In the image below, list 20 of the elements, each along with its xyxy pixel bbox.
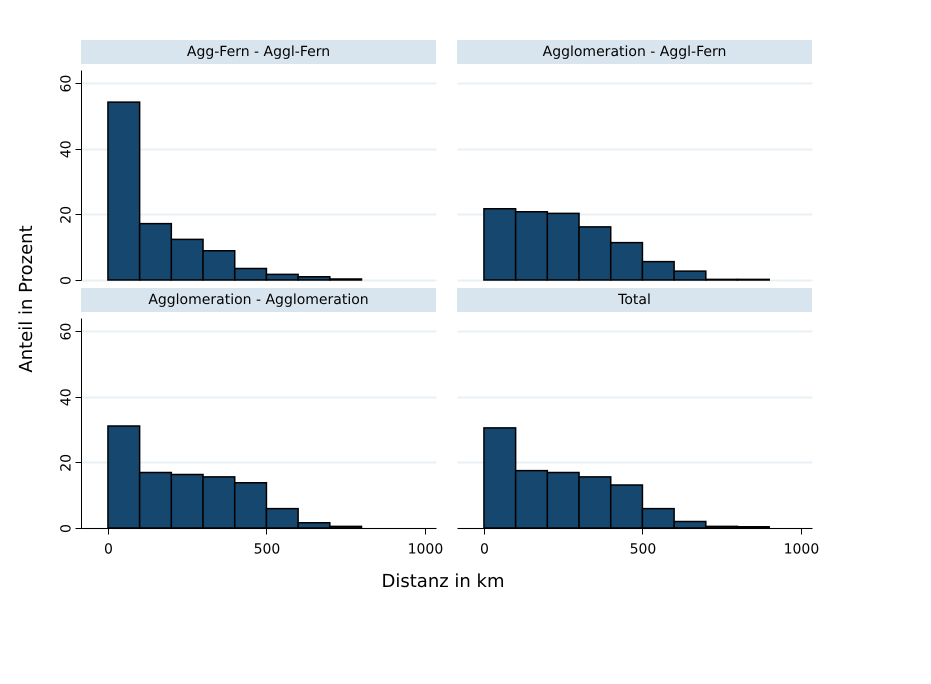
y-axis-title: Anteil in Prozent xyxy=(16,225,37,373)
y-tick-label: 20 xyxy=(58,206,74,224)
x-tick-label: 1000 xyxy=(408,542,444,558)
x-tick-label: 500 xyxy=(630,542,656,558)
y-tick-label: 20 xyxy=(58,454,74,472)
y-tick-label: 60 xyxy=(58,322,74,341)
chart-title: Agg-Fern - Aggl-Fern xyxy=(186,44,330,60)
y-tick-label: 40 xyxy=(58,388,74,406)
y-tick-label: 40 xyxy=(58,140,74,158)
x-tick-label: 1000 xyxy=(784,542,820,558)
chart-title: Agglomeration - Agglomeration xyxy=(148,292,369,308)
chart-title: Agglomeration - Aggl-Fern xyxy=(542,44,726,60)
y-tick-label: 60 xyxy=(58,74,74,93)
y-tick-label: 0 xyxy=(58,524,74,533)
chart-title: Total xyxy=(617,292,651,308)
x-axis-title: Distanz in km xyxy=(382,571,504,592)
x-tick-label: 0 xyxy=(480,542,489,558)
x-tick-label: 500 xyxy=(254,542,280,558)
x-tick-label: 0 xyxy=(104,542,113,558)
y-tick-label: 0 xyxy=(58,276,74,285)
